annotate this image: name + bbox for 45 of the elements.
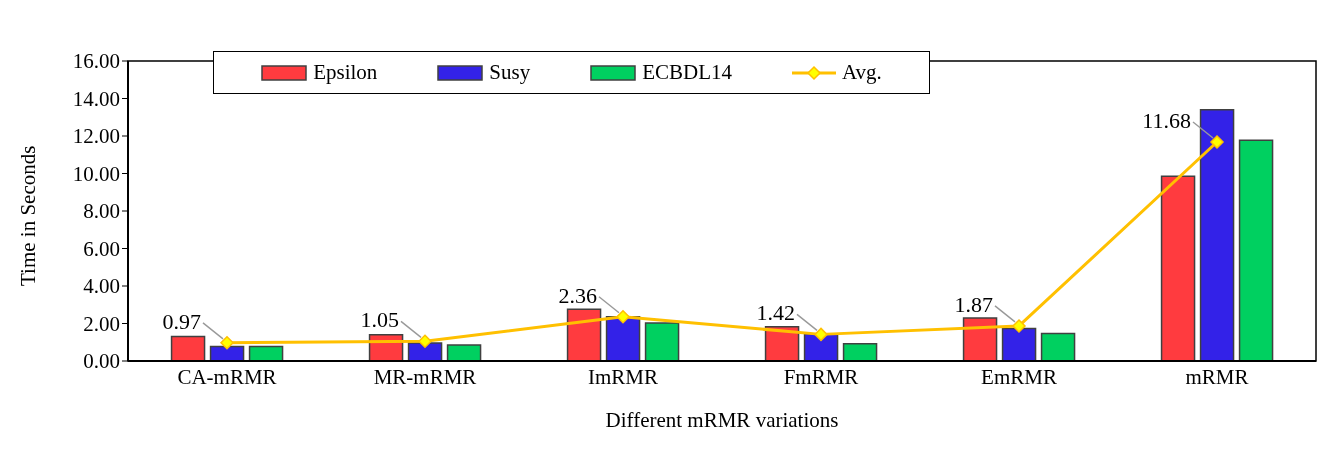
bar [248, 345, 284, 361]
x-tick-label: FmRMR [783, 364, 859, 389]
x-tick-label: CA-mRMR [177, 364, 277, 389]
data-label: 1.87 [954, 291, 993, 317]
bar [842, 343, 878, 361]
legend-label: Susy [489, 60, 531, 85]
y-tick-label: 0.00 [83, 349, 120, 374]
bar [644, 322, 680, 361]
bar [170, 335, 206, 361]
y-tick-label: 2.00 [83, 311, 120, 336]
y-tick-label: 16.00 [72, 49, 120, 74]
data-label: 2.36 [558, 282, 597, 308]
point [418, 334, 432, 349]
y-tick-label: 10.00 [72, 161, 120, 186]
bar [446, 344, 482, 361]
legend-label: ECBDL14 [642, 60, 732, 85]
bar [962, 317, 998, 361]
data-label: 1.42 [756, 300, 795, 326]
bar [1160, 175, 1196, 361]
bar [1001, 327, 1037, 361]
bar [1238, 139, 1274, 361]
x-tick-label: mRMR [1185, 364, 1249, 389]
bar [1199, 109, 1235, 361]
x-axis-title: Different mRMR variations [605, 408, 839, 432]
legend-label: Epsilon [313, 60, 378, 85]
data-label: 11.68 [1142, 108, 1191, 133]
point [220, 336, 234, 350]
bar [566, 308, 602, 361]
y-tick-label: 14.00 [72, 86, 120, 111]
point [1210, 135, 1224, 149]
y-tick-label: 6.00 [83, 236, 120, 261]
data-label: 1.05 [360, 307, 399, 333]
legend-label: Avg. [842, 60, 882, 85]
data-label: 0.97 [162, 308, 201, 334]
y-tick-label: 8.00 [83, 199, 120, 224]
y-tick-label: 12.00 [72, 124, 120, 149]
y-axis-title: Time in Seconds [16, 145, 41, 286]
point [616, 310, 630, 324]
point [1012, 319, 1026, 333]
y-tick-label: 4.00 [83, 274, 120, 299]
x-tick-label: ImRMR [587, 364, 659, 389]
x-tick-label: EmRMR [981, 364, 1057, 389]
x-tick-label: MR-mRMR [373, 364, 477, 389]
point [814, 327, 828, 342]
bar [1040, 332, 1076, 361]
